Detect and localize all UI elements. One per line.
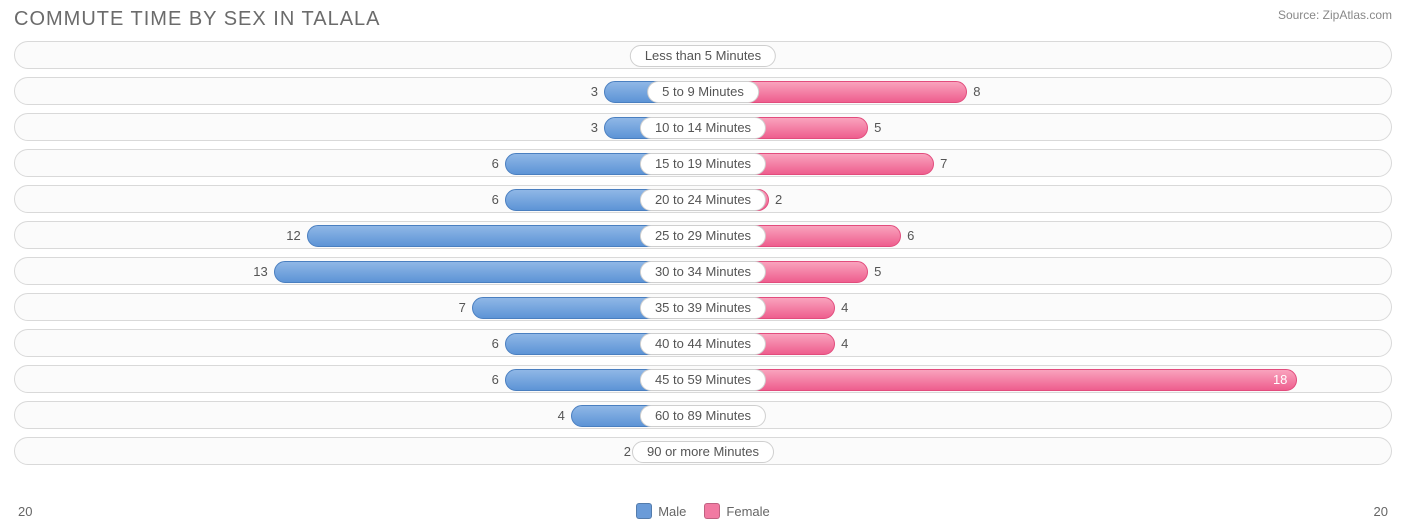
female-value: 5 — [874, 114, 881, 142]
axis-left-max: 20 — [18, 504, 32, 519]
female-value: 5 — [874, 258, 881, 286]
chart-row: 30 to 34 Minutes 13 5 — [14, 257, 1392, 285]
chart-row: Less than 5 Minutes01 — [14, 41, 1392, 69]
chart-row: 10 to 14 Minutes 3 5 — [14, 113, 1392, 141]
legend: Male Female — [636, 503, 770, 519]
category-label: 15 to 19 Minutes — [640, 153, 766, 175]
category-label: 35 to 39 Minutes — [640, 297, 766, 319]
chart-row: 90 or more Minutes20 — [14, 437, 1392, 465]
category-label: 5 to 9 Minutes — [647, 81, 759, 103]
female-value: 4 — [841, 294, 848, 322]
category-label: 90 or more Minutes — [632, 441, 774, 463]
chart-row: 5 to 9 Minutes 3 8 — [14, 77, 1392, 105]
female-value: 6 — [907, 222, 914, 250]
category-label: 60 to 89 Minutes — [640, 405, 766, 427]
female-value: 18 — [703, 366, 1297, 394]
chart-row: 60 to 89 Minutes40 — [14, 401, 1392, 429]
male-value: 6 — [492, 366, 499, 394]
male-value: 6 — [492, 330, 499, 358]
category-label: 25 to 29 Minutes — [640, 225, 766, 247]
male-value: 12 — [286, 222, 300, 250]
male-value: 6 — [492, 150, 499, 178]
legend-male-label: Male — [658, 504, 686, 519]
chart-row: 25 to 29 Minutes 12 6 — [14, 221, 1392, 249]
male-value: 3 — [591, 78, 598, 106]
category-label: 45 to 59 Minutes — [640, 369, 766, 391]
male-value: 7 — [459, 294, 466, 322]
female-value: 4 — [841, 330, 848, 358]
female-value: 2 — [775, 186, 782, 214]
chart-area: Less than 5 Minutes01 5 to 9 Minutes 3 8 10 … — [0, 35, 1406, 465]
chart-row: 35 to 39 Minutes 7 4 — [14, 293, 1392, 321]
male-value: 6 — [492, 186, 499, 214]
male-value: 2 — [624, 438, 631, 466]
chart-source: Source: ZipAtlas.com — [1278, 8, 1392, 22]
chart-row: 20 to 24 Minutes 6 2 — [14, 185, 1392, 213]
chart-title: COMMUTE TIME BY SEX IN TALALA — [14, 8, 381, 31]
axis-right-max: 20 — [1374, 504, 1388, 519]
male-swatch — [636, 503, 652, 519]
chart-row: 45 to 59 Minutes 6 18 — [14, 365, 1392, 393]
chart-row: 40 to 44 Minutes 6 4 — [14, 329, 1392, 357]
legend-female-label: Female — [726, 504, 769, 519]
male-value: 4 — [558, 402, 565, 430]
chart-row: 15 to 19 Minutes 6 7 — [14, 149, 1392, 177]
male-value: 3 — [591, 114, 598, 142]
female-swatch — [704, 503, 720, 519]
female-value: 8 — [973, 78, 980, 106]
category-label: 10 to 14 Minutes — [640, 117, 766, 139]
category-label: 20 to 24 Minutes — [640, 189, 766, 211]
male-value: 13 — [253, 258, 267, 286]
category-label: 30 to 34 Minutes — [640, 261, 766, 283]
legend-female: Female — [704, 503, 769, 519]
category-label: 40 to 44 Minutes — [640, 333, 766, 355]
legend-male: Male — [636, 503, 686, 519]
male-bar — [274, 261, 703, 283]
female-value: 7 — [940, 150, 947, 178]
category-label: Less than 5 Minutes — [630, 45, 776, 67]
